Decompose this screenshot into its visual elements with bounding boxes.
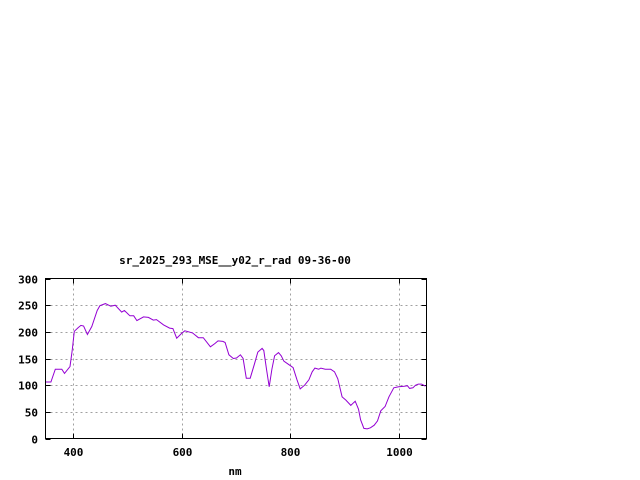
y-tick-label: 0 (31, 434, 38, 447)
x-axis-label: nm (228, 465, 242, 478)
y-tick-label: 250 (18, 300, 38, 313)
x-tick-label: 400 (64, 446, 84, 459)
y-tick-label: 200 (18, 327, 38, 340)
grid (45, 278, 427, 439)
x-tick-label: 800 (281, 446, 301, 459)
chart-title: sr_2025_293_MSE__y02_r_rad 09-36-00 (119, 254, 351, 267)
y-tick-label: 300 (18, 274, 38, 287)
y-tick-label: 50 (25, 407, 38, 420)
plot-border (45, 278, 427, 439)
x-tick-label: 1000 (386, 446, 413, 459)
y-tick-label: 150 (18, 354, 38, 367)
axis-ticks: 0 50 100 150 200 250 300 400 600 800 1000 (18, 274, 427, 459)
series-line (45, 303, 426, 430)
x-tick-label: 600 (173, 446, 193, 459)
y-tick-label: 100 (18, 380, 38, 393)
